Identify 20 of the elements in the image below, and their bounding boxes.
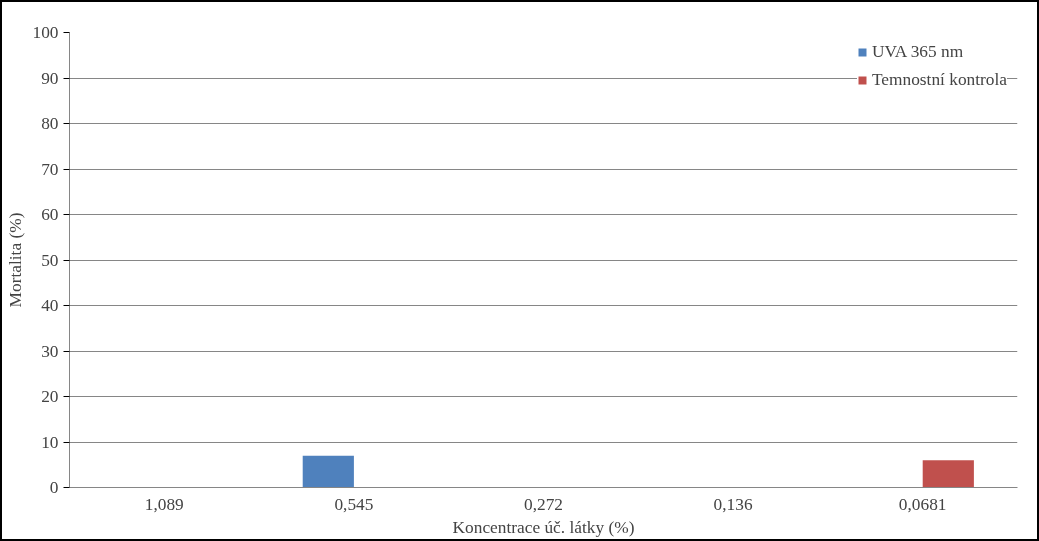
y-tick-label: 70	[41, 159, 59, 179]
legend-label: Temnostní kontrola	[872, 70, 1007, 90]
y-tick-label: 30	[41, 341, 59, 361]
y-axis-title: Mortalita (%)	[5, 212, 25, 308]
x-tick-label: 0,545	[334, 494, 374, 514]
x-tick-label: 0,272	[524, 494, 564, 514]
y-tick-label: 60	[41, 205, 59, 224]
y-tick-label: 80	[41, 114, 59, 133]
y-tick-label: 0	[49, 478, 59, 497]
y-tick-label: 100	[32, 23, 59, 42]
y-tick-label: 90	[41, 68, 59, 88]
x-tick-label: 1,089	[144, 494, 184, 514]
y-tick-label: 40	[41, 296, 59, 315]
y-tick-label: 50	[41, 250, 59, 270]
x-tick-label: 0,0681	[898, 494, 947, 514]
y-tick-label: 10	[41, 432, 59, 452]
legend-label: UVA 365 nm	[872, 42, 964, 62]
y-tick-label: 20	[41, 387, 59, 406]
x-axis-title: Koncentrace úč. látky (%)	[452, 517, 635, 537]
x-tick-label: 0,136	[713, 494, 753, 514]
